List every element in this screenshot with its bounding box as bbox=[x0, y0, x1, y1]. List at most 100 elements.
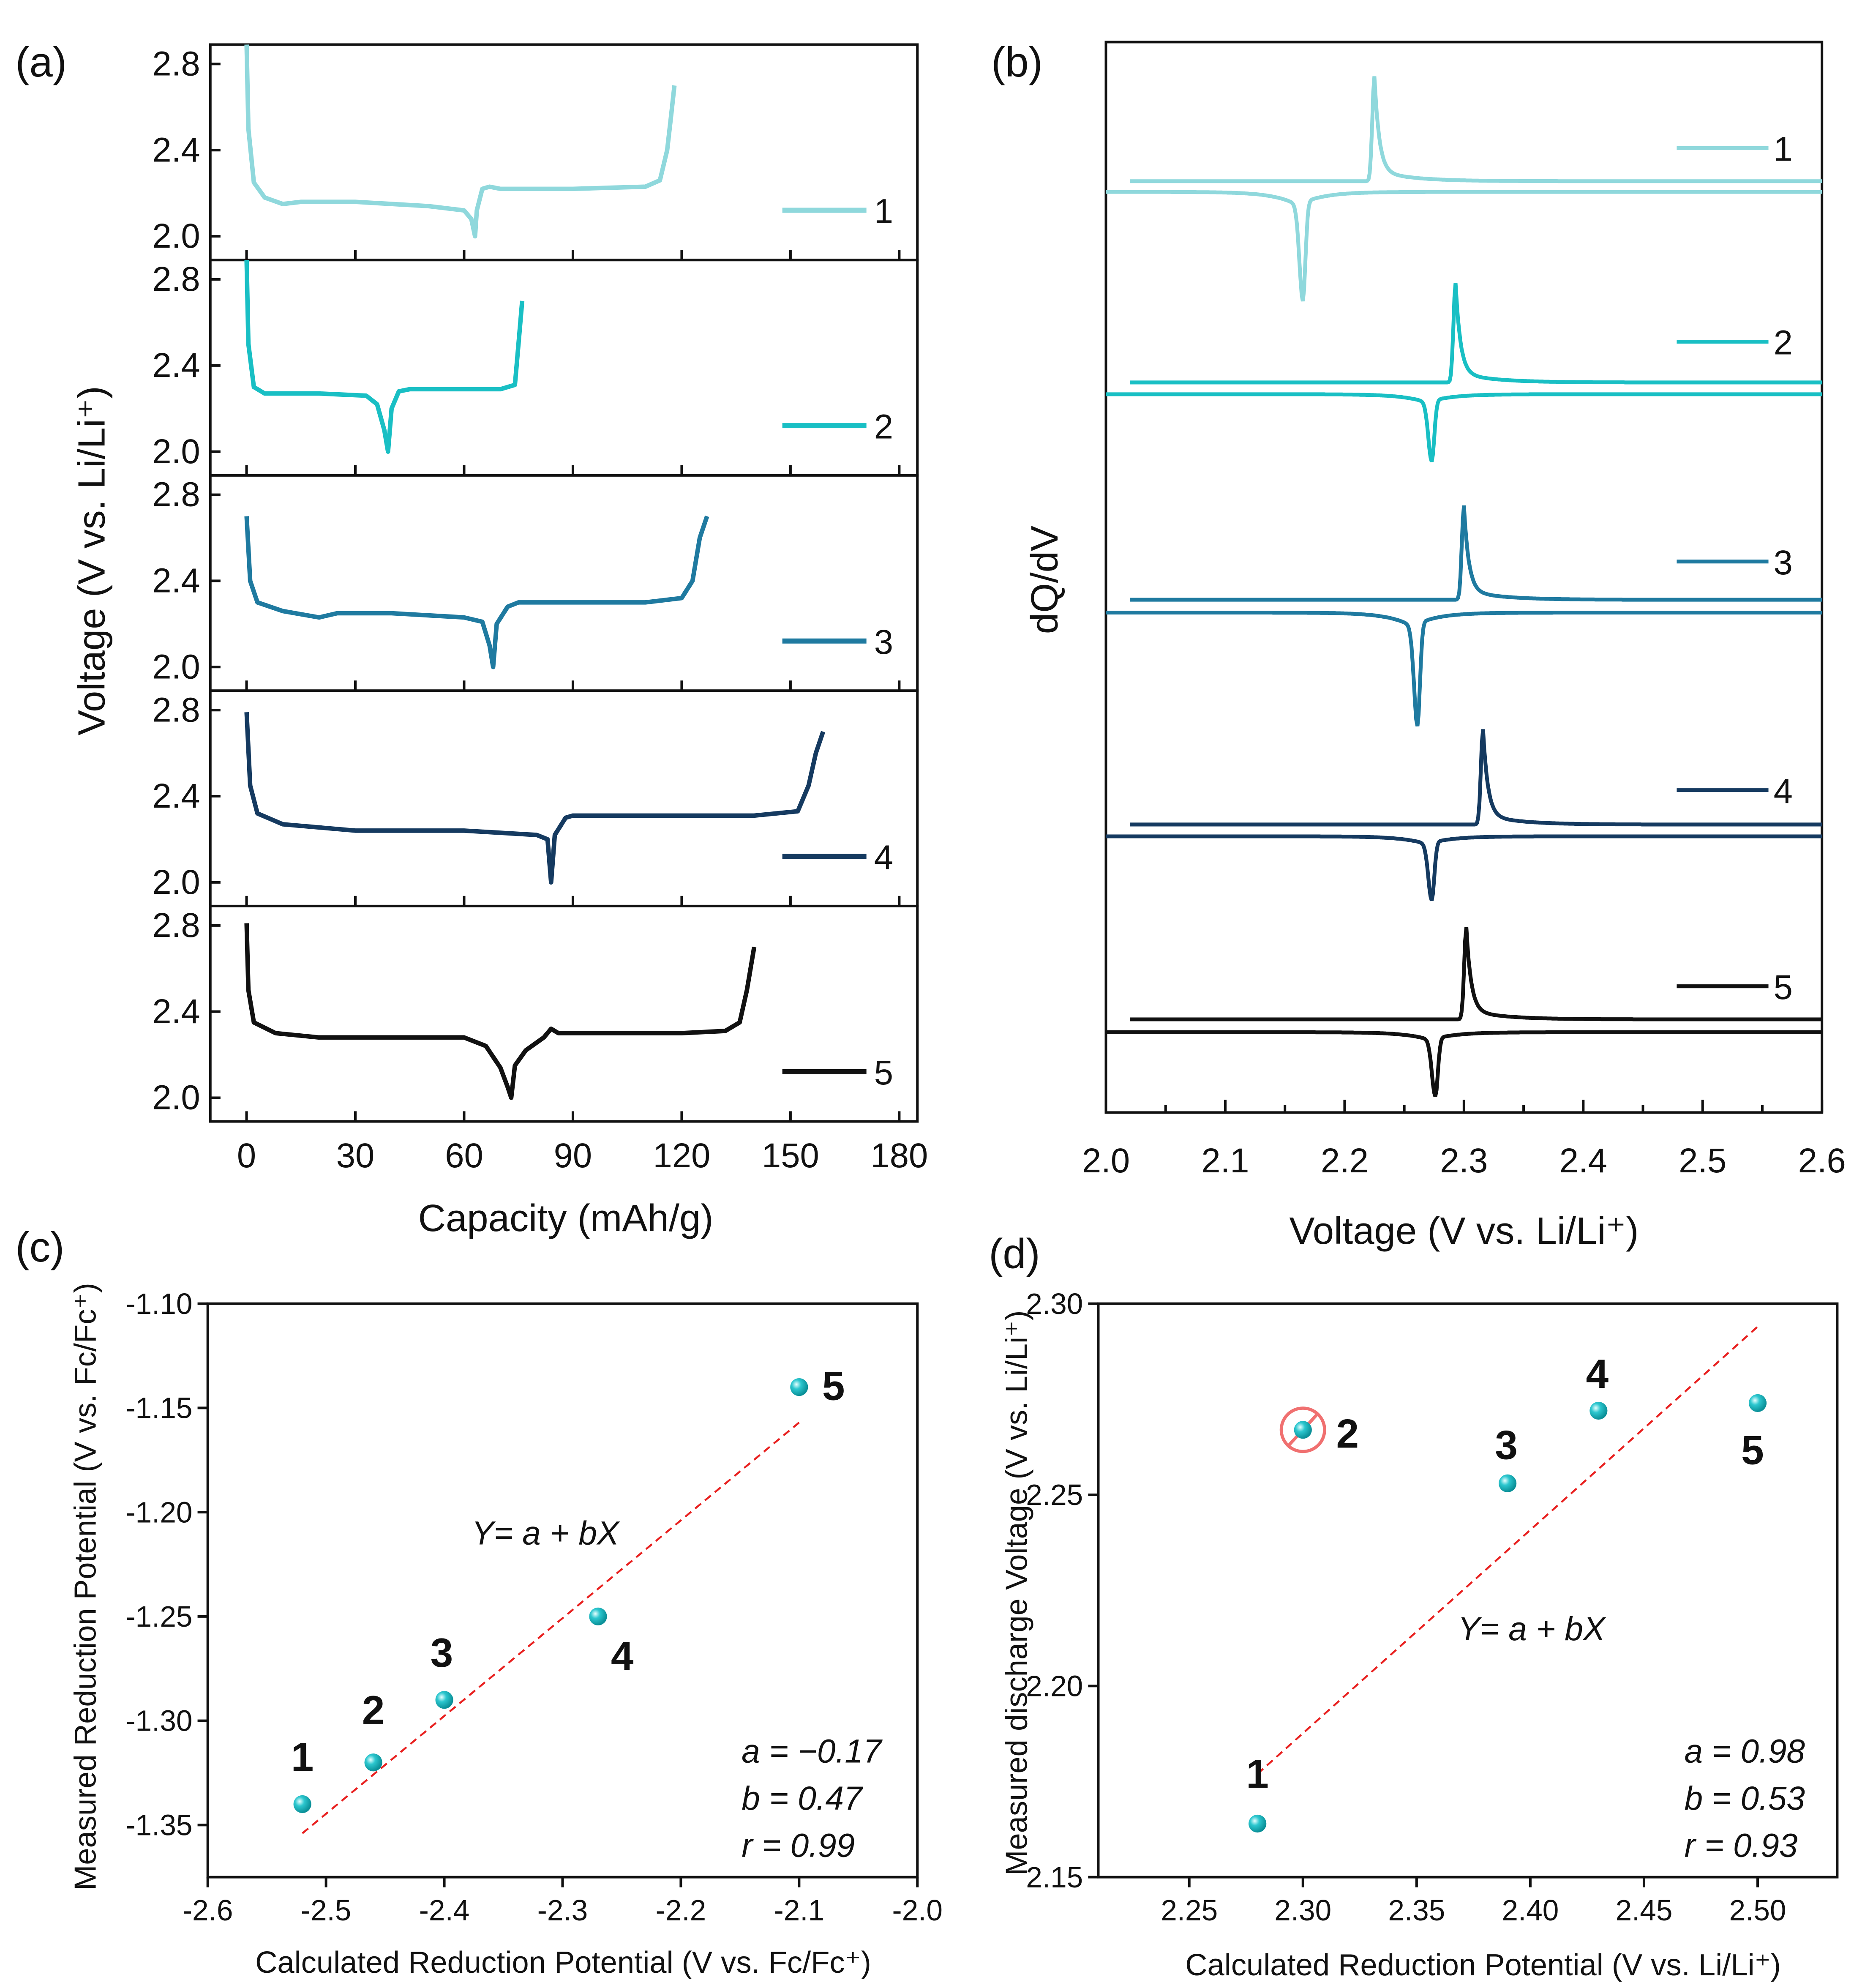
d-fit-stat: b = 0.53 bbox=[1685, 1780, 1805, 1817]
a-legend-label-4: 4 bbox=[874, 838, 893, 877]
a-subplot-frame-5 bbox=[209, 904, 919, 1123]
c-y-tick-label: -1.30 bbox=[125, 1704, 192, 1737]
c-x-axis-label: Calculated Reduction Potential (V vs. Fc… bbox=[255, 1945, 871, 1980]
b-x-tick-label: 2.6 bbox=[1798, 1141, 1846, 1180]
panel-label-d: (d) bbox=[989, 1230, 1040, 1277]
b-x-tick-label: 2.3 bbox=[1440, 1141, 1488, 1180]
a-x-tick-label: 60 bbox=[445, 1136, 483, 1175]
a-y-tick-label: 2.0 bbox=[152, 863, 200, 901]
a-y-tick-label: 2.0 bbox=[152, 647, 200, 686]
c-x-tick-label: -2.5 bbox=[301, 1894, 352, 1927]
a-y-tick-label: 2.4 bbox=[152, 346, 200, 385]
a-y-tick-label: 2.4 bbox=[152, 992, 200, 1031]
a-y-tick-label: 2.8 bbox=[152, 260, 200, 298]
d-fit-stat: r = 0.93 bbox=[1685, 1827, 1798, 1864]
c-point-label-5: 5 bbox=[822, 1363, 845, 1409]
b-x-tick-label: 2.1 bbox=[1201, 1141, 1249, 1180]
b-legend-label-1: 1 bbox=[1774, 130, 1793, 169]
c-x-tick-label: -2.3 bbox=[537, 1894, 588, 1927]
a-x-tick-label: 180 bbox=[870, 1136, 928, 1175]
d-y-tick-label: 2.20 bbox=[1026, 1669, 1083, 1702]
a-subplot-frame-3 bbox=[209, 474, 919, 692]
b-discharge-line-5 bbox=[1106, 1030, 1822, 1097]
b-charge-line-5 bbox=[1129, 927, 1822, 1021]
d-x-tick-label: 2.25 bbox=[1161, 1894, 1218, 1927]
b-legend-label-4: 4 bbox=[1774, 772, 1793, 811]
b-discharge-line-2 bbox=[1106, 392, 1822, 462]
panel-label-a: (a) bbox=[15, 39, 67, 86]
c-point-label-3: 3 bbox=[431, 1630, 453, 1676]
c-data-point-2 bbox=[364, 1753, 382, 1772]
a-x-tick-label: 120 bbox=[653, 1136, 711, 1175]
a-y-tick-label: 2.4 bbox=[152, 562, 200, 600]
d-fit-stat: a = 0.98 bbox=[1685, 1732, 1805, 1770]
c-x-tick-label: -2.2 bbox=[656, 1894, 706, 1927]
d-point-label-5: 5 bbox=[1741, 1428, 1764, 1473]
d-x-axis-label: Calculated Reduction Potential (V vs. Li… bbox=[1185, 1948, 1781, 1982]
b-x-tick-label: 2.5 bbox=[1679, 1141, 1726, 1180]
c-point-label-1: 1 bbox=[291, 1735, 314, 1780]
a-series-line-4 bbox=[244, 712, 826, 885]
c-y-axis-label: Measured Reduction Potential (V vs. Fc/F… bbox=[68, 1283, 102, 1890]
c-point-label-2: 2 bbox=[362, 1688, 385, 1733]
b-charge-line-4 bbox=[1129, 729, 1822, 827]
a-x-tick-label: 90 bbox=[554, 1136, 592, 1175]
d-point-label-1: 1 bbox=[1246, 1752, 1269, 1797]
a-subplot-frame-4 bbox=[209, 689, 919, 907]
c-y-tick-label: -1.10 bbox=[125, 1287, 192, 1320]
b-discharge-line-3 bbox=[1106, 610, 1822, 727]
c-y-tick-label: -1.20 bbox=[125, 1496, 192, 1529]
c-data-point-3 bbox=[435, 1691, 453, 1709]
c-fit-equation: Y= a + bX bbox=[472, 1515, 620, 1552]
d-plot-frame bbox=[1097, 1302, 1839, 1879]
b-charge-line-2 bbox=[1129, 283, 1822, 385]
d-data-point-1 bbox=[1249, 1814, 1267, 1833]
d-data-point-3 bbox=[1498, 1474, 1517, 1493]
a-y-tick-label: 2.0 bbox=[152, 432, 200, 471]
c-fit-line bbox=[302, 1422, 800, 1834]
c-x-tick-label: -2.6 bbox=[183, 1894, 233, 1927]
a-y-tick-label: 2.8 bbox=[152, 475, 200, 514]
a-subplot-frame-2 bbox=[209, 259, 919, 477]
d-fit-equation: Y= a + bX bbox=[1458, 1610, 1606, 1647]
d-x-tick-label: 2.30 bbox=[1274, 1894, 1331, 1927]
a-y-tick-label: 2.4 bbox=[152, 777, 200, 815]
a-x-tick-label: 30 bbox=[336, 1136, 375, 1175]
b-y-axis-label: dQ/dV bbox=[1023, 526, 1066, 634]
a-series-line-2 bbox=[244, 260, 525, 454]
a-series-line-1 bbox=[244, 44, 677, 239]
b-discharge-line-4 bbox=[1106, 834, 1822, 901]
b-legend-label-2: 2 bbox=[1774, 324, 1793, 362]
c-y-tick-label: -1.35 bbox=[125, 1808, 192, 1841]
d-fit-line bbox=[1257, 1326, 1758, 1775]
a-x-axis-label: Capacity (mAh/g) bbox=[418, 1197, 714, 1240]
d-data-point-5 bbox=[1748, 1394, 1767, 1412]
d-x-tick-label: 2.35 bbox=[1388, 1894, 1445, 1927]
a-subplot-frame-1 bbox=[209, 43, 919, 262]
d-x-tick-label: 2.50 bbox=[1729, 1894, 1786, 1927]
a-x-tick-label: 150 bbox=[762, 1136, 819, 1175]
d-point-label-2: 2 bbox=[1336, 1411, 1359, 1456]
a-y-axis-label: Voltage (V vs. Li/Li⁺) bbox=[70, 386, 113, 735]
b-legend-label-3: 3 bbox=[1774, 543, 1793, 582]
d-data-point-2 bbox=[1294, 1421, 1312, 1439]
d-point-label-4: 4 bbox=[1586, 1352, 1609, 1397]
c-data-point-5 bbox=[790, 1378, 808, 1396]
a-y-tick-label: 2.0 bbox=[152, 1079, 200, 1117]
panel-label-c: (c) bbox=[15, 1224, 64, 1271]
b-charge-line-3 bbox=[1129, 505, 1822, 602]
c-x-tick-label: -2.4 bbox=[419, 1894, 469, 1927]
a-legend-label-2: 2 bbox=[874, 407, 893, 446]
c-data-point-1 bbox=[293, 1795, 311, 1813]
a-series-line-5 bbox=[244, 923, 757, 1100]
c-x-tick-label: -2.1 bbox=[774, 1894, 825, 1927]
a-x-tick-label: 0 bbox=[237, 1136, 256, 1175]
a-legend-label-3: 3 bbox=[874, 623, 893, 661]
b-x-tick-label: 2.4 bbox=[1559, 1141, 1607, 1180]
c-fit-stat: b = 0.47 bbox=[742, 1780, 864, 1817]
a-y-tick-label: 2.8 bbox=[152, 691, 200, 729]
c-data-point-4 bbox=[589, 1607, 607, 1625]
a-y-tick-label: 2.4 bbox=[152, 131, 200, 169]
panel-label-b: (b) bbox=[991, 39, 1043, 86]
